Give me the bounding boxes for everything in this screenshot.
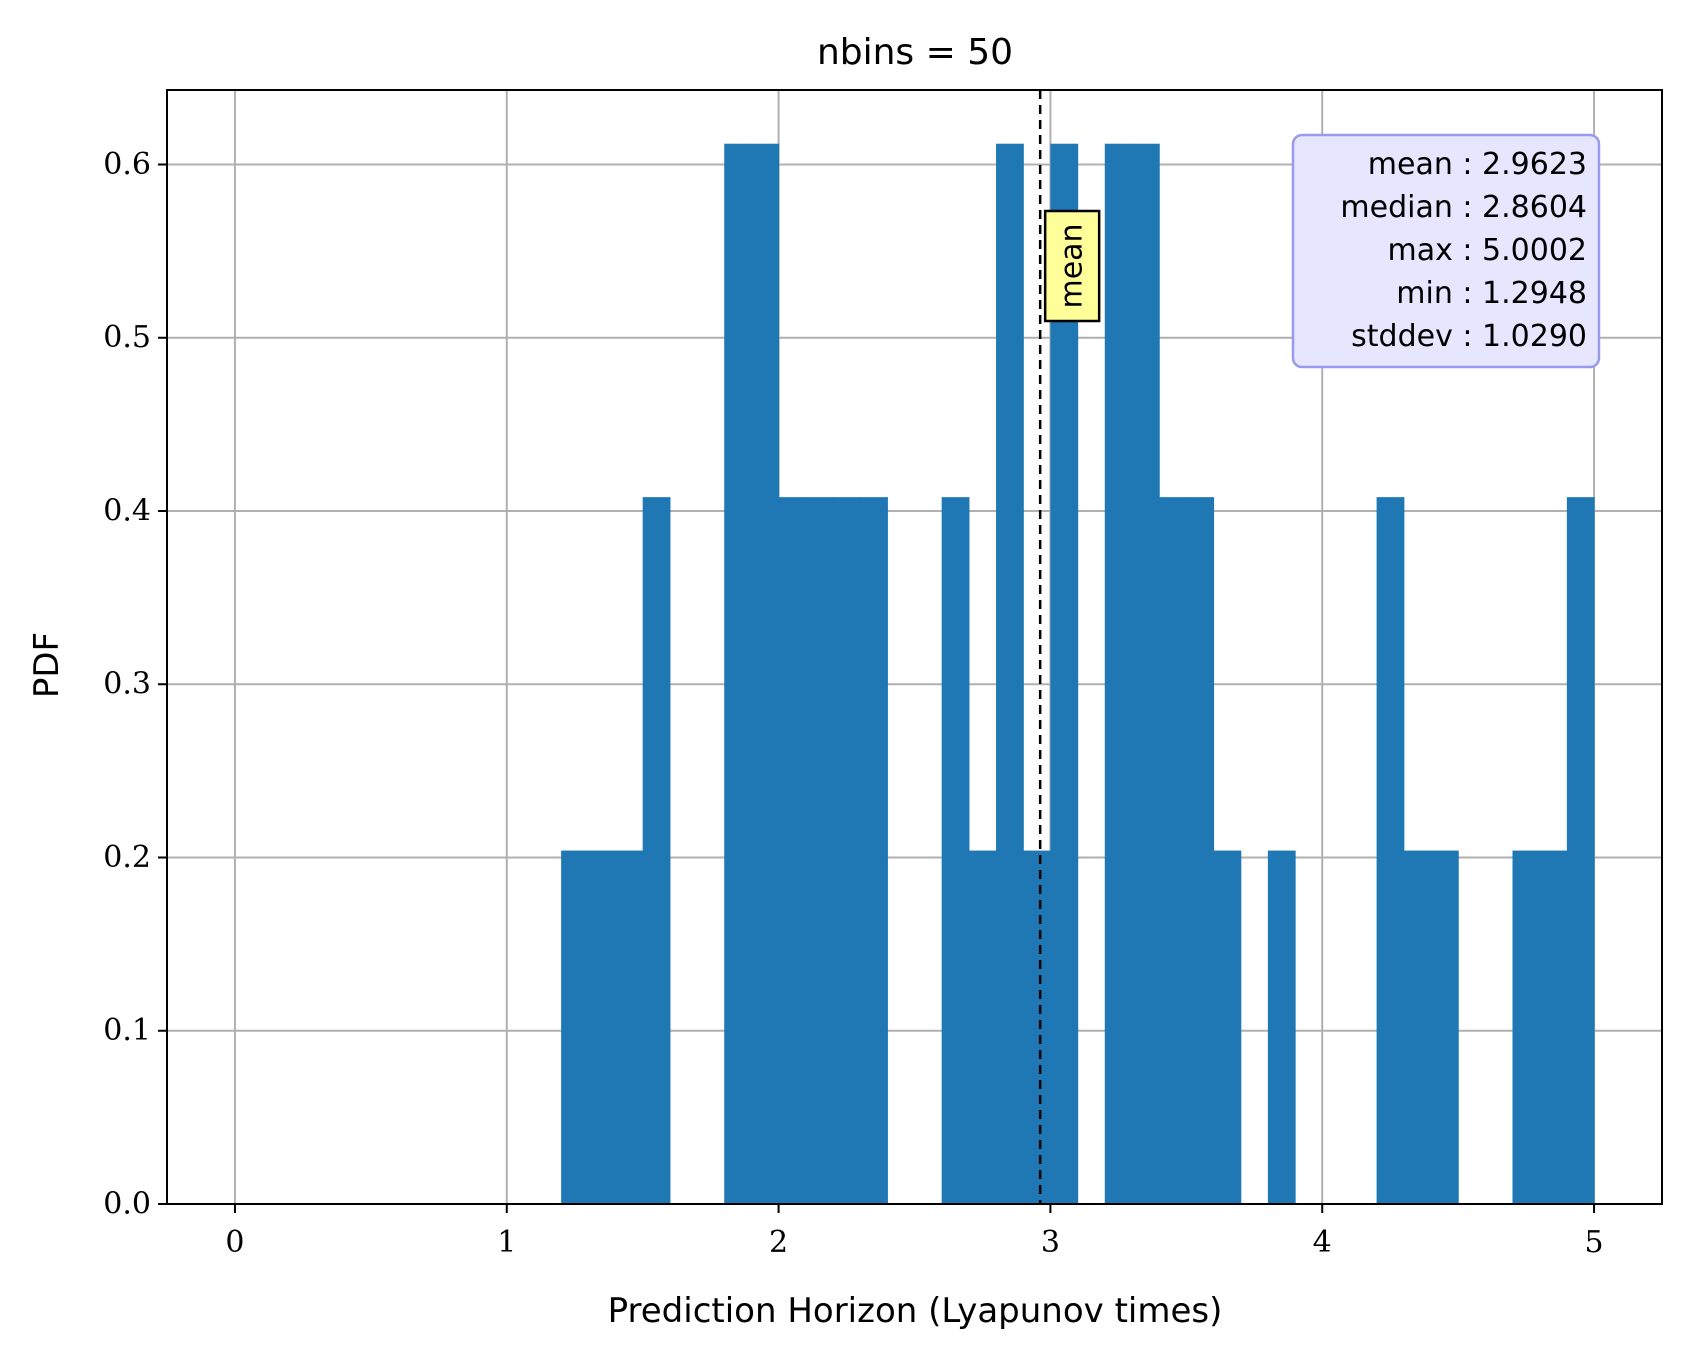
stats-row-min: min : 1.2948 [1396,276,1587,311]
histogram-bar-11 [968,850,997,1204]
x-tick-label-4: 4 [1313,1225,1332,1260]
y-tick-label-3: 0.3 [103,667,151,702]
histogram-bar-26 [1566,497,1595,1204]
histogram-bar-19 [1213,850,1242,1204]
histogram-bar-6 [778,497,807,1204]
stats-row-stddev: stddev : 1.0290 [1351,319,1587,354]
histogram-bar-7 [805,497,834,1204]
histogram-bar-15 [1104,143,1133,1204]
histogram-bar-20 [1267,850,1296,1204]
mean-label: mean [1055,223,1090,308]
histogram-bar-12 [996,143,1024,1204]
histogram-bar-5 [751,143,780,1204]
y-tick-label-6: 0.6 [103,147,151,182]
histogram-bar-9 [860,497,888,1204]
y-tick-label-5: 0.5 [103,320,151,355]
histogram-bar-4 [724,143,753,1204]
stats-box-background [1291,133,1601,369]
x-tick-label-5: 5 [1584,1225,1603,1260]
stats-row-mean: mean : 2.9623 [1368,147,1587,182]
stats-box: mean : 2.9623 median : 2.8604 max : 5.0002… [1291,133,1601,369]
histogram-bar-8 [832,497,861,1204]
histogram-bar-10 [941,497,970,1204]
histogram-bar-18 [1186,497,1215,1204]
histogram-bar-25 [1539,850,1568,1204]
y-tick-label-4: 0.4 [103,493,151,528]
y-axis-label: PDF [27,632,67,698]
histogram-bar-21 [1376,497,1405,1204]
x-tick-label-2: 2 [769,1225,788,1260]
stats-row-median: median : 2.8604 [1340,190,1587,225]
histogram-bar-22 [1403,850,1432,1204]
y-tick-label-1: 0.1 [103,1013,151,1048]
histogram-bar-16 [1131,143,1160,1204]
y-tick-label-0: 0.0 [103,1187,151,1222]
histogram-bar-23 [1430,850,1459,1204]
histogram-bar-2 [615,850,644,1204]
stats-row-max: max : 5.0002 [1387,233,1587,268]
axis-ticks: 0 1 2 3 4 5 0.0 0.1 0.2 0.3 0.4 0.5 0.6 [103,147,1603,1260]
histogram-bar-13 [1023,850,1052,1204]
histogram-bar-3 [642,497,671,1204]
mean-marker: mean [1038,90,1101,1204]
y-tick-label-2: 0.2 [103,840,151,875]
axes-frame [166,89,1663,1205]
chart-title: nbins = 50 [817,32,1013,73]
mean-label-box [1043,209,1101,323]
histogram-bar-17 [1159,497,1187,1204]
histogram-bar-0 [561,850,589,1204]
x-tick-label-1: 1 [497,1225,516,1260]
histogram-bar-1 [588,850,617,1204]
x-tick-label-0: 0 [225,1225,244,1260]
x-axis-label: Prediction Horizon (Lyapunov times) [608,1291,1223,1331]
histogram-bar-24 [1512,850,1541,1204]
x-tick-label-3: 3 [1041,1225,1060,1260]
